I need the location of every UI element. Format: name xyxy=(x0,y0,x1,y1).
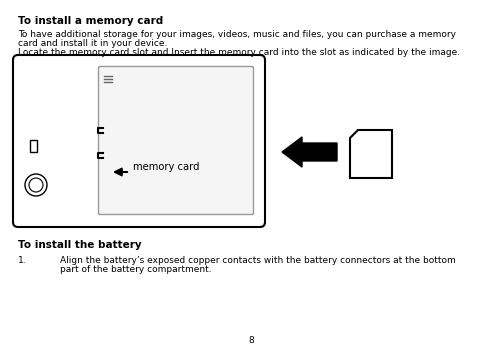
Text: card and install it in your device.: card and install it in your device. xyxy=(18,39,167,48)
Circle shape xyxy=(25,174,47,196)
Polygon shape xyxy=(350,130,392,178)
Text: part of the battery compartment.: part of the battery compartment. xyxy=(60,265,212,274)
Bar xyxy=(30,140,37,152)
Text: To have additional storage for your images, videos, music and files, you can pur: To have additional storage for your imag… xyxy=(18,30,456,39)
FancyBboxPatch shape xyxy=(99,67,254,215)
FancyArrow shape xyxy=(282,137,337,167)
Text: Align the battery’s exposed copper contacts with the battery connectors at the b: Align the battery’s exposed copper conta… xyxy=(60,256,456,265)
FancyBboxPatch shape xyxy=(13,55,265,227)
Text: 8: 8 xyxy=(248,336,254,345)
Text: 1.: 1. xyxy=(18,256,27,265)
Text: To install a memory card: To install a memory card xyxy=(18,16,163,26)
Text: memory card: memory card xyxy=(133,162,200,172)
Text: Locate the memory card slot and Insert the memory card into the slot as indicate: Locate the memory card slot and Insert t… xyxy=(18,48,460,57)
Circle shape xyxy=(29,178,43,192)
Text: To install the battery: To install the battery xyxy=(18,240,142,250)
